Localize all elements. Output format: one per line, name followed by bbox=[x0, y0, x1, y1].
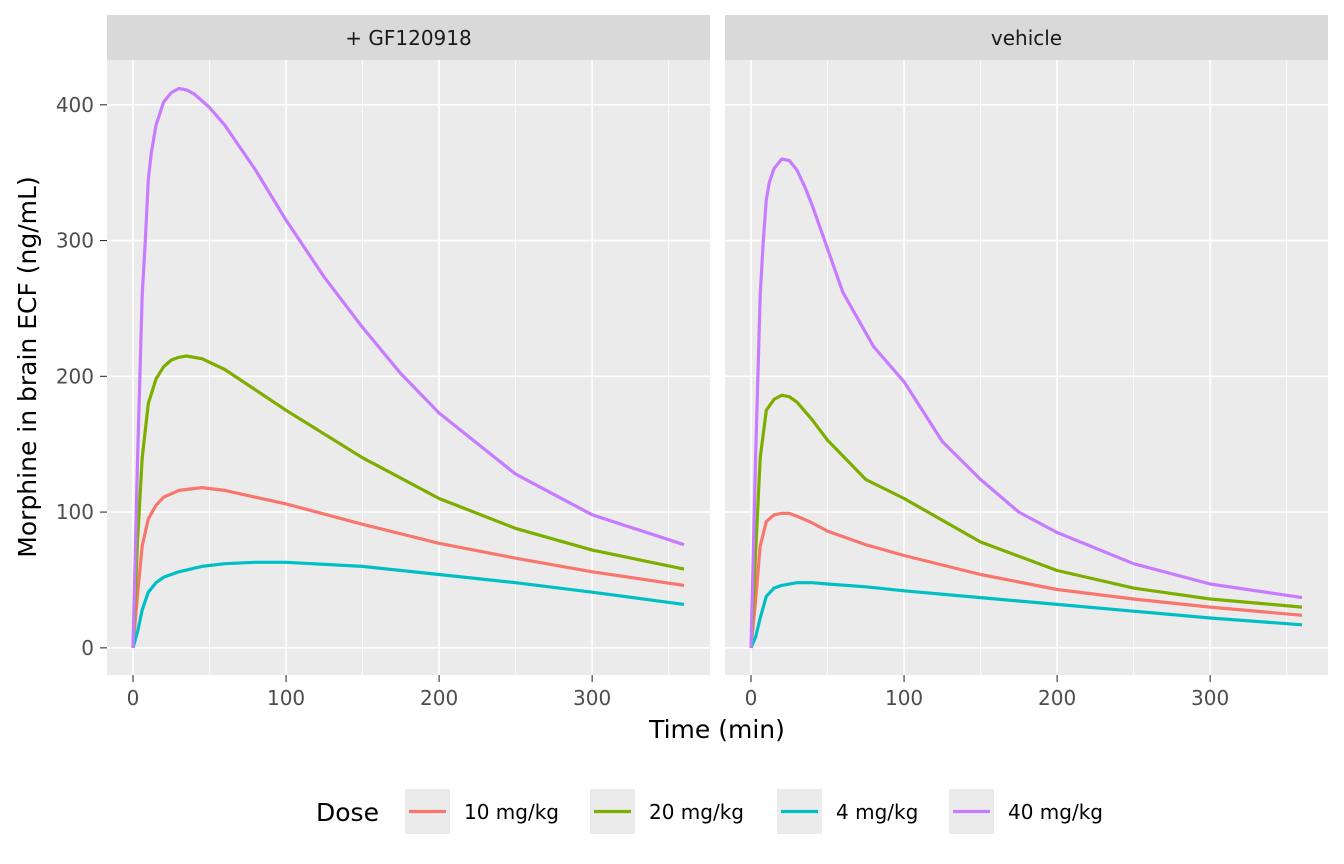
x-axis-title: Time (min) bbox=[648, 715, 785, 744]
legend-item: 10 mg/kg bbox=[405, 789, 559, 834]
legend-title: Dose bbox=[316, 798, 379, 827]
series-line bbox=[749, 511, 1303, 648]
panels-layer: + GF120918 vehicle bbox=[107, 15, 1328, 675]
x-tick-label: 100 bbox=[267, 686, 305, 710]
x-tick-label: 100 bbox=[885, 686, 923, 710]
legend-item: 4 mg/kg bbox=[777, 789, 918, 834]
legend-item: 20 mg/kg bbox=[590, 789, 744, 834]
legend-item: 40 mg/kg bbox=[949, 789, 1103, 834]
x-tick-label: 200 bbox=[420, 686, 458, 710]
series-line bbox=[131, 486, 685, 648]
series-line bbox=[749, 157, 1303, 648]
x-tick-label: 300 bbox=[1191, 686, 1229, 710]
y-tick-label: 400 bbox=[56, 93, 94, 117]
panel-background bbox=[725, 60, 1328, 675]
legend-label: 10 mg/kg bbox=[464, 800, 559, 824]
series-line bbox=[131, 354, 685, 648]
facet-strip bbox=[107, 15, 710, 60]
y-tick-label: 0 bbox=[81, 636, 94, 660]
legend-label: 40 mg/kg bbox=[1008, 800, 1103, 824]
x-tick-label: 0 bbox=[127, 686, 140, 710]
y-axis-title: Morphine in brain ECF (ng/mL) bbox=[13, 176, 42, 557]
series-line bbox=[131, 560, 685, 649]
axes-layer: 0 100 200 300 400 0 100 200 300 0 100 200 300 bbox=[56, 93, 1229, 710]
facet-panel: vehicle bbox=[725, 15, 1328, 675]
legend-label: 20 mg/kg bbox=[649, 800, 744, 824]
facet-strip-label: vehicle bbox=[991, 26, 1062, 50]
x-tick-label: 200 bbox=[1038, 686, 1076, 710]
series-line bbox=[749, 581, 1303, 649]
facet-strip-label: + GF120918 bbox=[345, 26, 471, 50]
series-line bbox=[131, 86, 685, 648]
legend-label: 4 mg/kg bbox=[836, 800, 918, 824]
y-tick-label: 200 bbox=[56, 364, 94, 388]
x-tick-label: 300 bbox=[573, 686, 611, 710]
x-tick-label: 0 bbox=[745, 686, 758, 710]
y-tick-label: 100 bbox=[56, 500, 94, 524]
panel-background bbox=[107, 60, 710, 675]
facet-panel: + GF120918 bbox=[107, 15, 710, 675]
series-line bbox=[749, 393, 1303, 648]
y-tick-label: 300 bbox=[56, 229, 94, 253]
legend: Dose 10 mg/kg 20 mg/kg 4 mg/kg 40 mg/kg bbox=[316, 789, 1103, 834]
facet-strip bbox=[725, 15, 1328, 60]
